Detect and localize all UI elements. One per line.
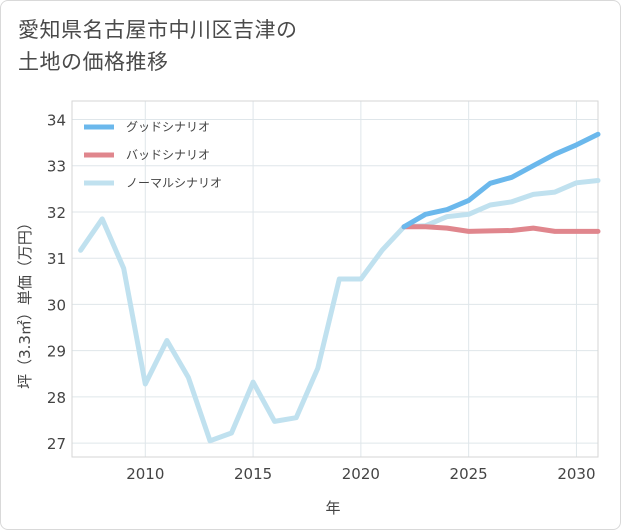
chart-title-line2: 土地の価格推移 — [18, 50, 169, 74]
y-tick-label: 31 — [47, 250, 66, 268]
chart-title-line1: 愛知県名古屋市中川区吉津の — [18, 18, 298, 42]
series-line-2 — [78, 178, 601, 444]
y-tick-label: 28 — [47, 389, 66, 407]
y-tick-label: 33 — [47, 158, 66, 176]
x-tick-label: 2015 — [234, 465, 272, 483]
x-tick-label: 2025 — [450, 465, 488, 483]
y-tick-label: 30 — [47, 296, 66, 314]
plot-area-border — [71, 100, 599, 458]
y-axis-ticks: 27 28 29 30 31 32 33 34 — [47, 111, 66, 453]
series-line-1 — [401, 224, 601, 234]
y-tick-label: 34 — [47, 111, 66, 129]
series-line-0 — [401, 131, 601, 230]
x-tick-label: 2030 — [557, 465, 595, 483]
chart-title: 愛知県名古屋市中川区吉津の 土地の価格推移 — [18, 14, 298, 78]
x-axis-title: 年 — [325, 499, 340, 517]
legend-label-2: ノーマルシナリオ — [126, 176, 222, 190]
x-axis-ticks: 2010 2015 2020 2025 2030 — [126, 465, 595, 483]
y-tick-label: 29 — [47, 343, 66, 361]
legend-label-0: グッドシナリオ — [126, 120, 210, 134]
y-axis-title: 坪（3.3㎡）単価（万円） — [16, 215, 34, 389]
y-tick-label: 27 — [47, 435, 66, 453]
series-lines — [78, 131, 601, 444]
y-tick-label: 32 — [47, 204, 66, 222]
legend-label-1: バッドシナリオ — [126, 148, 210, 162]
x-tick-label: 2020 — [342, 465, 380, 483]
x-tick-label: 2010 — [126, 465, 164, 483]
